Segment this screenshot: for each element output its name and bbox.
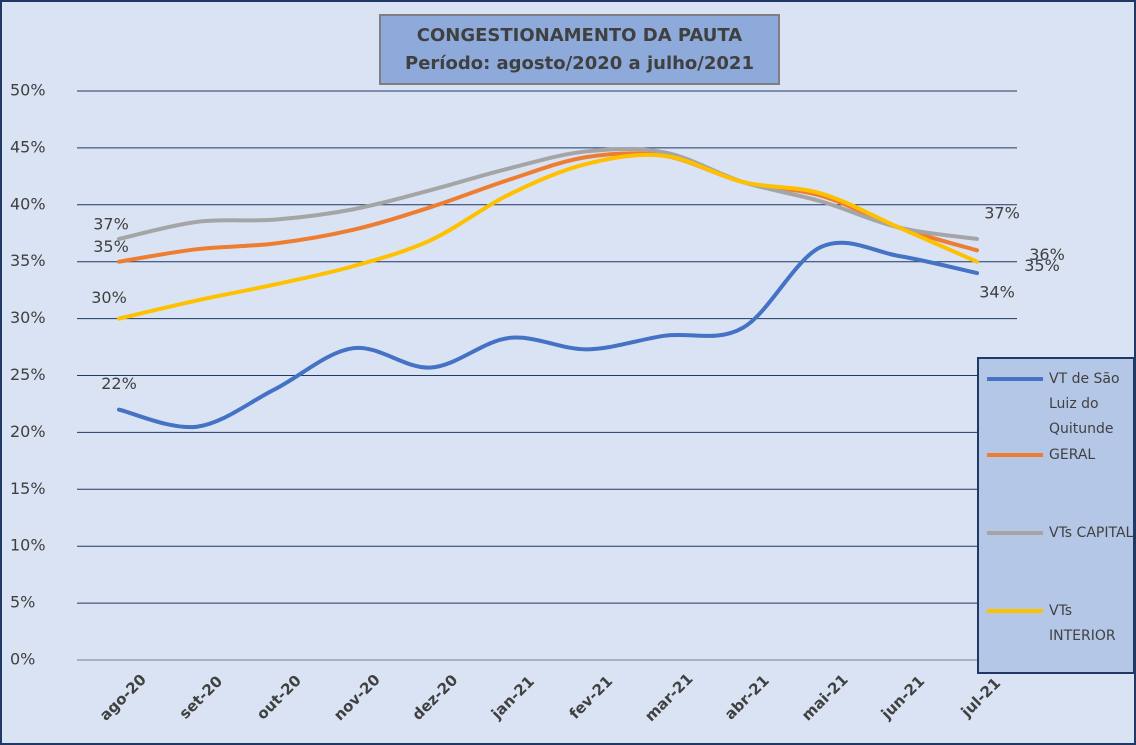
y-tick-label: 10% <box>10 536 46 555</box>
x-tick-label: mai-21 <box>798 671 852 725</box>
y-tick-label: 45% <box>10 137 46 156</box>
legend-swatch <box>987 609 1043 613</box>
data-label: 35% <box>1024 256 1060 275</box>
chart-title: CONGESTIONAMENTO DA PAUTA <box>416 25 743 46</box>
y-tick-label: 25% <box>10 365 46 384</box>
legend-label: GERAL <box>1049 447 1096 463</box>
legend-label: VTs CAPITAL <box>1049 525 1134 541</box>
series-line <box>117 240 979 430</box>
y-tick-label: 30% <box>10 308 46 327</box>
x-tick-label: out-20 <box>253 672 305 724</box>
chart-subtitle: Período: agosto/2020 a julho/2021 <box>405 53 754 74</box>
y-tick-label: 35% <box>10 251 46 270</box>
legend-label: VTs INTERIOR <box>1049 603 1116 644</box>
x-tick-label: dez-20 <box>408 671 461 724</box>
data-label: 36% <box>1029 245 1065 264</box>
legend-swatch <box>987 377 1043 381</box>
x-tick-label: jan-21 <box>487 672 538 723</box>
legend-swatch <box>987 453 1043 457</box>
x-tick-label: mar-21 <box>641 670 696 725</box>
y-tick-label: 20% <box>10 422 46 441</box>
data-label: 37% <box>93 214 129 233</box>
y-tick-label: 50% <box>10 81 46 100</box>
y-tick-label: 15% <box>10 479 46 498</box>
series-line <box>117 151 979 264</box>
data-label: 30% <box>91 288 127 307</box>
title-box: CONGESTIONAMENTO DA PAUTA Período: agost… <box>379 14 780 85</box>
data-label: 37% <box>984 203 1020 222</box>
x-tick-label: set-20 <box>176 672 226 722</box>
x-tick-label: nov-20 <box>330 671 384 725</box>
y-tick-label: 5% <box>10 593 35 612</box>
legend-label: VT de São Luiz do Quitunde <box>1049 371 1120 437</box>
legend-swatch <box>987 531 1043 535</box>
x-tick-label: jul-21 <box>957 674 1004 721</box>
y-tick-label: 0% <box>10 650 35 669</box>
legend: VT de São Luiz do Quitunde GERAL VTs CAPIT… <box>977 357 1134 674</box>
x-tick-label: ago-20 <box>96 670 150 724</box>
data-label: 34% <box>979 283 1015 302</box>
series-line <box>117 146 979 241</box>
x-tick-label: fev-21 <box>566 672 617 723</box>
series-line <box>117 152 979 321</box>
x-tick-label: abr-21 <box>721 671 773 723</box>
x-tick-label: jun-21 <box>877 672 928 723</box>
data-label: 35% <box>93 237 129 256</box>
data-label: 22% <box>101 374 137 393</box>
y-tick-label: 40% <box>10 194 46 213</box>
